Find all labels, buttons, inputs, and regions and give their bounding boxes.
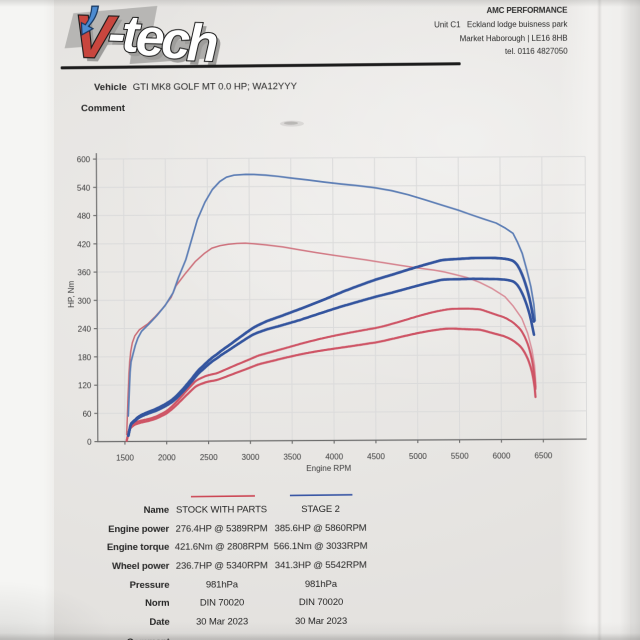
svg-text:600: 600 (77, 155, 91, 164)
svg-text:2000: 2000 (158, 453, 176, 462)
svg-text:6500: 6500 (534, 451, 552, 460)
svg-text:2500: 2500 (200, 453, 218, 462)
svg-text:V: V (76, 6, 123, 71)
svg-text:1500: 1500 (116, 453, 134, 462)
svg-text:3500: 3500 (283, 453, 301, 462)
svg-text:5000: 5000 (409, 452, 427, 461)
svg-text:360: 360 (77, 268, 91, 277)
svg-text:6000: 6000 (493, 452, 511, 461)
svg-text:0: 0 (87, 438, 92, 447)
svg-text:60: 60 (83, 410, 92, 419)
svg-text:3000: 3000 (242, 453, 260, 462)
svg-text:240: 240 (78, 325, 92, 334)
svg-text:Engine RPM: Engine RPM (306, 464, 351, 473)
svg-text:480: 480 (77, 212, 91, 221)
svg-text:4500: 4500 (367, 452, 385, 461)
svg-text:180: 180 (78, 353, 92, 362)
svg-text:120: 120 (78, 381, 92, 390)
svg-text:5500: 5500 (451, 452, 469, 461)
svg-text:4000: 4000 (325, 452, 343, 461)
svg-text:HP, Nm: HP, Nm (67, 280, 76, 307)
svg-text:540: 540 (77, 184, 91, 193)
svg-text:300: 300 (78, 297, 92, 306)
svg-text:420: 420 (77, 240, 91, 249)
